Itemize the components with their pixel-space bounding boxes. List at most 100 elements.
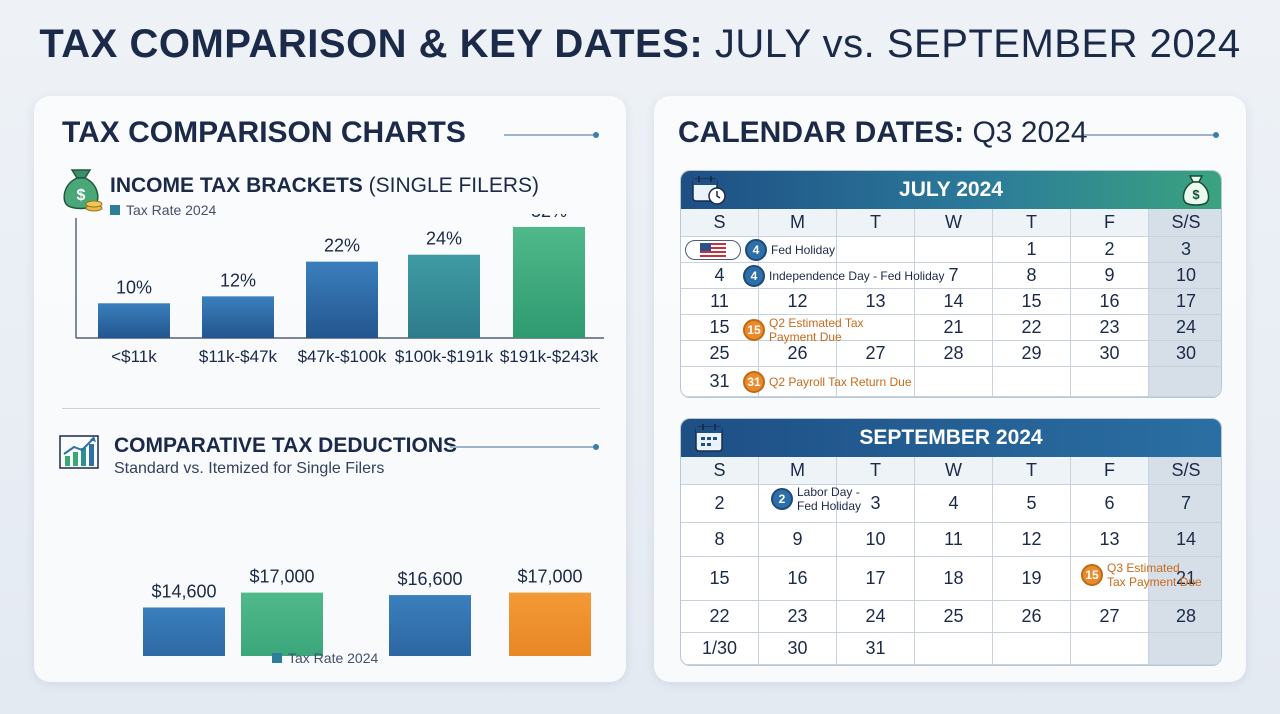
calendar-day[interactable]: 7 xyxy=(1149,485,1221,523)
deductions-legend-label: Tax Rate 2024 xyxy=(288,650,379,666)
calendar-day[interactable]: 30 xyxy=(1071,341,1149,367)
calendar-day[interactable]: 12 xyxy=(993,523,1071,557)
calendar-day[interactable]: 24 xyxy=(1149,315,1221,341)
calendar-day[interactable]: 9 xyxy=(759,523,837,557)
calendar-day[interactable]: 2 xyxy=(1071,237,1149,263)
july-event-fed-holiday[interactable]: 4 Fed Holiday xyxy=(685,239,835,261)
calendar-day[interactable]: 10 xyxy=(837,523,915,557)
calendar-day[interactable]: 17 xyxy=(837,557,915,601)
calendar-day[interactable]: 21 xyxy=(1149,557,1221,601)
flag-icon xyxy=(685,240,741,260)
calendar-day[interactable]: 4 xyxy=(915,485,993,523)
calendar-day[interactable]: 9 xyxy=(1071,263,1149,289)
july-header: JULY 2024 $ xyxy=(681,171,1221,209)
event-label-line2: Payment Due xyxy=(769,330,842,344)
calendar-day-empty xyxy=(837,367,915,397)
calendar-day[interactable]: 13 xyxy=(837,289,915,315)
calendar-day[interactable]: 28 xyxy=(1149,601,1221,633)
weekday-header: W xyxy=(915,209,993,237)
calendar-day[interactable]: 3 xyxy=(837,485,915,523)
calendar-day[interactable]: 22 xyxy=(993,315,1071,341)
calendar-day[interactable]: 18 xyxy=(915,557,993,601)
calendar-day[interactable]: 8 xyxy=(993,263,1071,289)
event-label: Fed Holiday xyxy=(771,243,836,257)
sept-event-labor-day[interactable]: 2 Labor Day - Fed Holiday xyxy=(771,485,861,513)
calendar-day[interactable]: 12 xyxy=(759,289,837,315)
sept-event-q3-estimated-tax[interactable]: 15 Q3 Estimated Tax Payment Due xyxy=(1081,561,1202,589)
calendar-day[interactable]: 2 xyxy=(681,485,759,523)
calendar-day-empty xyxy=(1071,367,1149,397)
brackets-title-bold: INCOME TAX BRACKETS xyxy=(110,174,363,197)
calendar-day[interactable]: 21 xyxy=(915,315,993,341)
category-label: <$11k xyxy=(111,347,157,366)
calendar-day[interactable]: 25 xyxy=(915,601,993,633)
calendar-day[interactable]: 8 xyxy=(681,523,759,557)
calendar-title-light: Q3 2024 xyxy=(972,116,1088,149)
deductions-chart-title: COMPARATIVE TAX DEDUCTIONS xyxy=(114,434,458,457)
calendar-title-bold: CALENDAR DATES: xyxy=(678,116,965,149)
title-rule xyxy=(1084,132,1219,138)
bar-4 xyxy=(509,592,591,656)
section-divider xyxy=(62,408,600,409)
bar-value-label: 10% xyxy=(116,277,152,297)
calendar-day[interactable]: 11 xyxy=(915,523,993,557)
weekday-header: T xyxy=(837,209,915,237)
calendar-day[interactable]: 14 xyxy=(915,289,993,315)
calendar-day[interactable]: 25 xyxy=(681,341,759,367)
bar-value-label: 12% xyxy=(220,270,256,290)
calendar-day[interactable]: 27 xyxy=(1071,601,1149,633)
event-date-badge: 2 xyxy=(771,488,793,510)
calendar-day[interactable]: 26 xyxy=(993,601,1071,633)
calendar-day[interactable]: 30 xyxy=(759,633,837,665)
july-event-independence-day[interactable]: 4 Independence Day - Fed Holiday xyxy=(743,265,944,287)
bar-value-label: $16,600 xyxy=(397,569,462,589)
calendar-day[interactable]: 6 xyxy=(1071,485,1149,523)
event-date-badge: 4 xyxy=(743,265,765,287)
calendar-day[interactable]: 10 xyxy=(1149,263,1221,289)
weekday-header: T xyxy=(993,457,1071,485)
calendar-day[interactable]: 23 xyxy=(759,601,837,633)
calendar-day[interactable]: 15 xyxy=(681,557,759,601)
bar-3 xyxy=(389,595,471,656)
calendar-day[interactable]: 14 xyxy=(1149,523,1221,557)
calendar-day[interactable]: 13 xyxy=(1071,523,1149,557)
calendar-day[interactable]: 31 xyxy=(837,633,915,665)
calendar-day[interactable]: 29 xyxy=(993,341,1071,367)
calendar-day[interactable]: 15 xyxy=(993,289,1071,315)
calendar-day[interactable]: 7 xyxy=(915,263,993,289)
calendar-day[interactable]: 1 xyxy=(993,237,1071,263)
calendar-day[interactable]: 1/30 xyxy=(681,633,759,665)
money-bag-icon: $ xyxy=(63,169,103,212)
weekday-header: S/S xyxy=(1149,209,1221,237)
calendar-day[interactable]: 22 xyxy=(681,601,759,633)
calendar-day[interactable]: 19 xyxy=(993,557,1071,601)
calendar-day[interactable]: 23 xyxy=(1071,315,1149,341)
money-bag-icon: $ xyxy=(1182,175,1210,206)
calendar-day[interactable]: 28 xyxy=(915,341,993,367)
calendar-day[interactable]: 17 xyxy=(1149,289,1221,315)
svg-text:$: $ xyxy=(1192,187,1200,202)
calendar-day[interactable]: 5 xyxy=(993,485,1071,523)
bar-1 xyxy=(143,607,225,656)
calendar-day[interactable]: 27 xyxy=(837,341,915,367)
calendar-day-empty xyxy=(759,263,837,289)
calendar-day[interactable]: 11 xyxy=(681,289,759,315)
calendar-day[interactable]: 16 xyxy=(759,557,837,601)
calendar-day[interactable]: 26 xyxy=(759,341,837,367)
calendar-day[interactable]: 24 xyxy=(837,601,915,633)
july-event-q2-payroll[interactable]: 31 Q2 Payroll Tax Return Due xyxy=(743,371,912,393)
calendar-day-empty xyxy=(915,633,993,665)
calendar-day[interactable]: 16 xyxy=(1071,289,1149,315)
calendar-day-empty xyxy=(837,237,915,263)
calendar-day[interactable]: 30 xyxy=(1149,341,1221,367)
event-label: Labor Day - Fed Holiday xyxy=(797,485,861,513)
legend-swatch xyxy=(110,205,120,215)
july-event-q2-estimated-tax[interactable]: 15 Q2 Estimated Tax Payment Due xyxy=(743,316,864,344)
tax-charts-panel: TAX COMPARISON CHARTS $ INCOME TAX BRACK… xyxy=(34,96,626,682)
growth-chart-icon xyxy=(59,435,99,469)
september-header: SEPTEMBER 2024 xyxy=(681,419,1221,457)
page-title-light: JULY vs. SEPTEMBER 2024 xyxy=(714,22,1241,66)
calendar-day[interactable]: 3 xyxy=(1149,237,1221,263)
calendar-day-empty xyxy=(915,367,993,397)
